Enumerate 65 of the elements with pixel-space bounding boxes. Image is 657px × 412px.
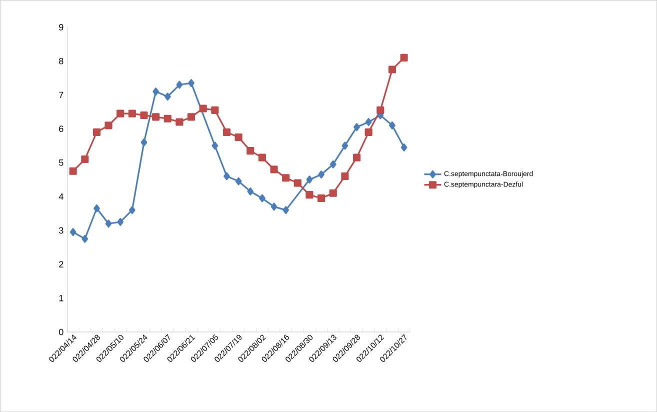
point [400,54,408,62]
point [235,177,242,186]
point [105,220,112,228]
y-tick-label: 3 [59,227,64,234]
point [342,142,348,150]
y-tick-label: 0 [59,328,64,336]
point [365,118,372,126]
point [81,155,89,163]
point [176,118,184,126]
point [318,194,326,202]
point [329,189,337,197]
point [104,122,112,130]
point [364,128,372,136]
point [234,133,242,141]
point [330,160,336,168]
point [70,228,76,236]
point [92,128,100,136]
y-tick-label: 2 [59,261,64,268]
point [270,202,278,211]
point [164,114,172,122]
point [116,110,124,118]
point [354,123,360,132]
point [352,154,361,162]
point [389,121,396,130]
y-tick-label: 5 [59,159,64,166]
point [341,172,349,180]
y-tick-label: 7 [59,92,64,98]
point [259,194,266,202]
point [94,204,100,212]
point [140,111,148,119]
point [246,146,254,155]
point [318,170,324,178]
point [388,66,396,74]
point [164,92,171,101]
point [211,106,219,114]
point [188,79,194,87]
point [258,154,266,162]
y-tick-label: 6 [59,126,64,132]
point [212,142,218,150]
point [247,187,254,196]
point [282,174,290,182]
point [270,166,278,174]
point [117,218,124,226]
point [152,113,160,121]
point [199,104,207,112]
y-tick-label: 9 [59,24,64,30]
point [69,167,77,175]
y-tick-label: 4 [58,193,64,200]
point [376,106,384,114]
point [176,80,183,89]
point [222,128,231,136]
point [140,138,148,146]
y-tick-label: 8 [59,58,64,64]
point [306,190,314,199]
point [82,234,88,243]
point [128,206,136,214]
point [187,113,196,121]
point [224,172,230,180]
point [294,179,302,187]
point [282,206,290,214]
point [306,176,313,184]
y-tick-label: 1 [59,294,64,302]
point [128,110,136,118]
point [152,87,160,96]
point [400,143,408,152]
